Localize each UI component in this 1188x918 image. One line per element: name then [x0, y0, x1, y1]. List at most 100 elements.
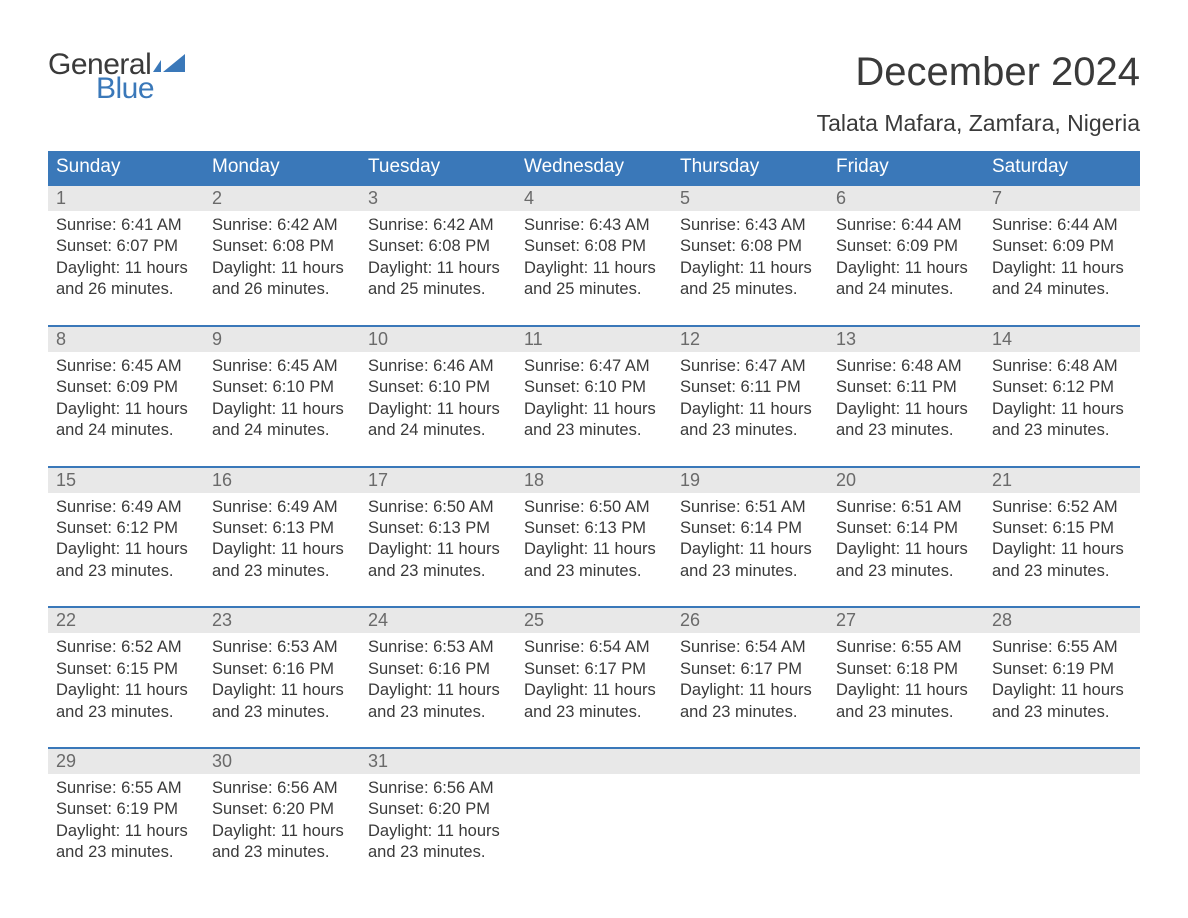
day-body — [828, 774, 984, 854]
day-sunset: Sunset: 6:09 PM — [992, 236, 1132, 257]
calendar-day: 29Sunrise: 6:55 AMSunset: 6:19 PMDayligh… — [48, 749, 204, 868]
day-body: Sunrise: 6:42 AMSunset: 6:08 PMDaylight:… — [204, 211, 360, 305]
day-body: Sunrise: 6:54 AMSunset: 6:17 PMDaylight:… — [516, 633, 672, 727]
calendar-day: 20Sunrise: 6:51 AMSunset: 6:14 PMDayligh… — [828, 468, 984, 587]
day-d2: and 24 minutes. — [992, 279, 1132, 300]
day-d1: Daylight: 11 hours — [212, 399, 352, 420]
day-number-row: 30 — [204, 749, 360, 774]
day-sunset: Sunset: 6:20 PM — [212, 799, 352, 820]
day-d1: Daylight: 11 hours — [836, 680, 976, 701]
day-sunrise: Sunrise: 6:56 AM — [368, 778, 508, 799]
day-sunset: Sunset: 6:16 PM — [368, 659, 508, 680]
day-d2: and 23 minutes. — [524, 702, 664, 723]
calendar-day: 26Sunrise: 6:54 AMSunset: 6:17 PMDayligh… — [672, 608, 828, 727]
calendar-day: 1Sunrise: 6:41 AMSunset: 6:07 PMDaylight… — [48, 186, 204, 305]
day-d2: and 26 minutes. — [212, 279, 352, 300]
day-sunrise: Sunrise: 6:55 AM — [992, 637, 1132, 658]
calendar-day: 21Sunrise: 6:52 AMSunset: 6:15 PMDayligh… — [984, 468, 1140, 587]
day-sunset: Sunset: 6:15 PM — [992, 518, 1132, 539]
calendar-day: 31Sunrise: 6:56 AMSunset: 6:20 PMDayligh… — [360, 749, 516, 868]
day-number: 8 — [56, 329, 66, 349]
weeks-container: 1 Sunrise: 6:41 AMSunset: 6:07 PM Daylight… — [48, 184, 1140, 868]
day-d2: and 23 minutes. — [524, 420, 664, 441]
day-sunset: Sunset: 6:12 PM — [56, 518, 196, 539]
day-body: Sunrise: 6:52 AMSunset: 6:15 PMDaylight:… — [984, 493, 1140, 587]
day-d1: Daylight: 11 hours — [992, 399, 1132, 420]
calendar-day: 18Sunrise: 6:50 AMSunset: 6:13 PMDayligh… — [516, 468, 672, 587]
day-d1: Daylight: 11 hours — [56, 680, 196, 701]
calendar-day — [672, 749, 828, 868]
calendar-day: 17Sunrise: 6:50 AMSunset: 6:13 PMDayligh… — [360, 468, 516, 587]
day-d2: and 24 minutes. — [56, 420, 196, 441]
day-d2: and 23 minutes. — [212, 702, 352, 723]
day-sunrise: Sunrise: 6:50 AM — [368, 497, 508, 518]
calendar-week: 8 Sunrise: 6:45 AMSunset: 6:09 PMDaylight… — [48, 325, 1140, 446]
day-d1: Daylight: 11 hours — [992, 258, 1132, 279]
calendar-day: 28Sunrise: 6:55 AMSunset: 6:19 PMDayligh… — [984, 608, 1140, 727]
day-number-row — [516, 749, 672, 774]
day-number: 23 — [212, 610, 232, 630]
day-number: 7 — [992, 188, 1002, 208]
day-sunrise: Sunrise: 6:56 AM — [212, 778, 352, 799]
day-d1: Daylight: 11 hours — [368, 680, 508, 701]
day-sunrise: Sunrise: 6:41 AM — [56, 215, 196, 236]
day-d1: Daylight: 11 hours — [992, 539, 1132, 560]
day-number: 27 — [836, 610, 856, 630]
col-friday: Friday — [828, 151, 984, 184]
day-sunset: Sunset: 6:07 PM — [56, 236, 196, 257]
day-sunrise: Sunrise: 6:51 AM — [680, 497, 820, 518]
calendar-day: 16Sunrise: 6:49 AMSunset: 6:13 PMDayligh… — [204, 468, 360, 587]
calendar-day — [828, 749, 984, 868]
day-d1: Daylight: 11 hours — [212, 539, 352, 560]
day-d1: Daylight: 11 hours — [836, 539, 976, 560]
day-number: 18 — [524, 470, 544, 490]
day-body: Sunrise: 6:48 AMSunset: 6:11 PMDaylight:… — [828, 352, 984, 446]
day-sunrise: Sunrise: 6:45 AM — [212, 356, 352, 377]
day-number: 1 — [56, 188, 66, 208]
day-number-row: 17 — [360, 468, 516, 493]
calendar-day: 24 Sunrise: 6:53 AMSunset: 6:16 PMDayligh… — [360, 608, 516, 727]
day-d1: Daylight: 11 hours — [368, 539, 508, 560]
day-body — [672, 774, 828, 854]
day-d2: and 23 minutes. — [212, 561, 352, 582]
day-sunrise: Sunrise: 6:42 AM — [368, 215, 508, 236]
calendar-day — [516, 749, 672, 868]
day-d2: and 24 minutes. — [836, 279, 976, 300]
day-number-row: 6 — [828, 186, 984, 211]
day-sunrise: Sunrise: 6:54 AM — [524, 637, 664, 658]
day-number: 19 — [680, 470, 700, 490]
logo-word-blue: Blue — [96, 74, 185, 104]
day-d2: and 25 minutes. — [368, 279, 508, 300]
day-sunrise: Sunrise: 6:50 AM — [524, 497, 664, 518]
day-sunset: Sunset: 6:12 PM — [992, 377, 1132, 398]
day-number-row: 11 — [516, 327, 672, 352]
day-sunset: Sunset: 6:17 PM — [680, 659, 820, 680]
day-body — [516, 774, 672, 854]
day-body: Sunrise: 6:44 AMSunset: 6:09 PMDaylight:… — [828, 211, 984, 305]
day-number-row: 24 — [360, 608, 516, 633]
day-body: Sunrise: 6:55 AMSunset: 6:19 PMDaylight:… — [984, 633, 1140, 727]
day-number-row: 7 — [984, 186, 1140, 211]
calendar-day: 23Sunrise: 6:53 AMSunset: 6:16 PMDayligh… — [204, 608, 360, 727]
calendar-week: 1 Sunrise: 6:41 AMSunset: 6:07 PM Daylight… — [48, 184, 1140, 305]
day-sunset: Sunset: 6:08 PM — [212, 236, 352, 257]
day-number: 22 — [56, 610, 76, 630]
calendar-day: 10Sunrise: 6:46 AMSunset: 6:10 PMDayligh… — [360, 327, 516, 446]
day-number — [836, 751, 841, 771]
day-sunrise: Sunrise: 6:55 AM — [836, 637, 976, 658]
day-number-row: 2 — [204, 186, 360, 211]
day-body: Sunrise: 6:47 AMSunset: 6:10 PMDaylight:… — [516, 352, 672, 446]
day-body: Sunrise: 6:45 AMSunset: 6:09 PMDaylight:… — [48, 352, 204, 446]
day-d1: Daylight: 11 hours — [524, 399, 664, 420]
day-sunrise: Sunrise: 6:53 AM — [212, 637, 352, 658]
day-d2: and 23 minutes. — [524, 561, 664, 582]
day-number: 14 — [992, 329, 1012, 349]
day-d1: Daylight: 11 hours — [524, 539, 664, 560]
calendar-day: 6Sunrise: 6:44 AMSunset: 6:09 PMDaylight… — [828, 186, 984, 305]
day-d2: and 24 minutes. — [368, 420, 508, 441]
day-body: Sunrise: 6:53 AMSunset: 6:16 PMDaylight:… — [360, 633, 516, 727]
day-number-row — [672, 749, 828, 774]
calendar-day: 11Sunrise: 6:47 AMSunset: 6:10 PMDayligh… — [516, 327, 672, 446]
day-number: 24 — [368, 610, 388, 630]
day-number: 13 — [836, 329, 856, 349]
